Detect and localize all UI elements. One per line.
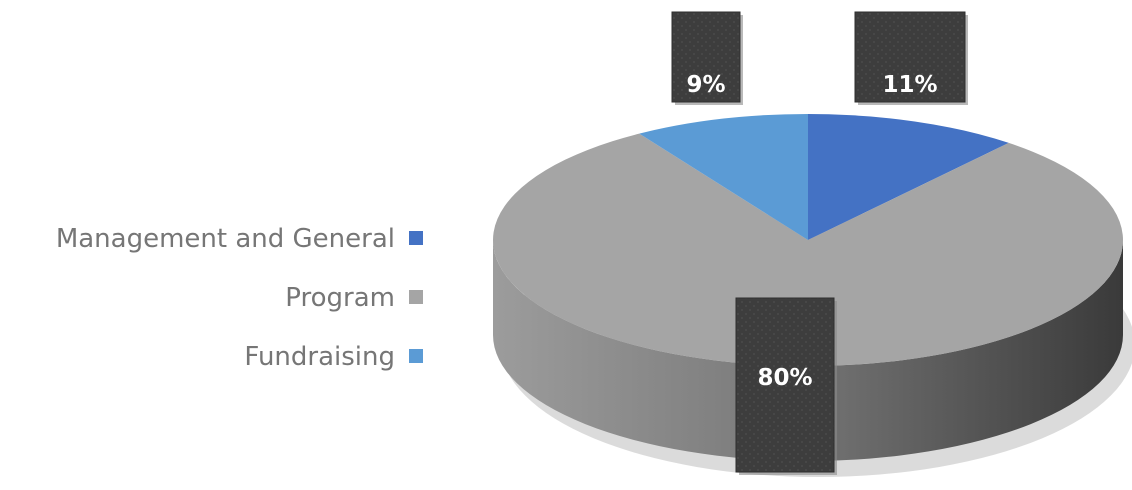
data-label-management-and-general: 11%: [854, 11, 968, 105]
data-label-text: 80%: [757, 365, 812, 391]
legend-swatch: [409, 349, 423, 363]
legend-item-fundraising: Fundraising: [244, 342, 423, 372]
pie-slice-fundraising: [639, 114, 808, 240]
data-label-fundraising: 9%: [671, 11, 743, 105]
legend-item-management-and-general: Management and General: [56, 224, 423, 254]
pie-side-program: [493, 240, 1123, 461]
legend-item-program: Program: [285, 283, 423, 313]
data-label-text: 11%: [882, 72, 937, 98]
legend-label: Fundraising: [244, 342, 395, 372]
pie-slice-program: [493, 133, 1124, 367]
legend-swatch: [409, 290, 423, 304]
legend-label: Program: [285, 283, 395, 313]
pie-slice-management-and-general: [808, 114, 1009, 240]
legend: Management and General Program Fundraising: [56, 224, 423, 372]
data-label-program: 80%: [735, 297, 837, 475]
data-label-text: 9%: [686, 72, 725, 98]
legend-label: Management and General: [56, 224, 395, 254]
legend-swatch: [409, 231, 423, 245]
